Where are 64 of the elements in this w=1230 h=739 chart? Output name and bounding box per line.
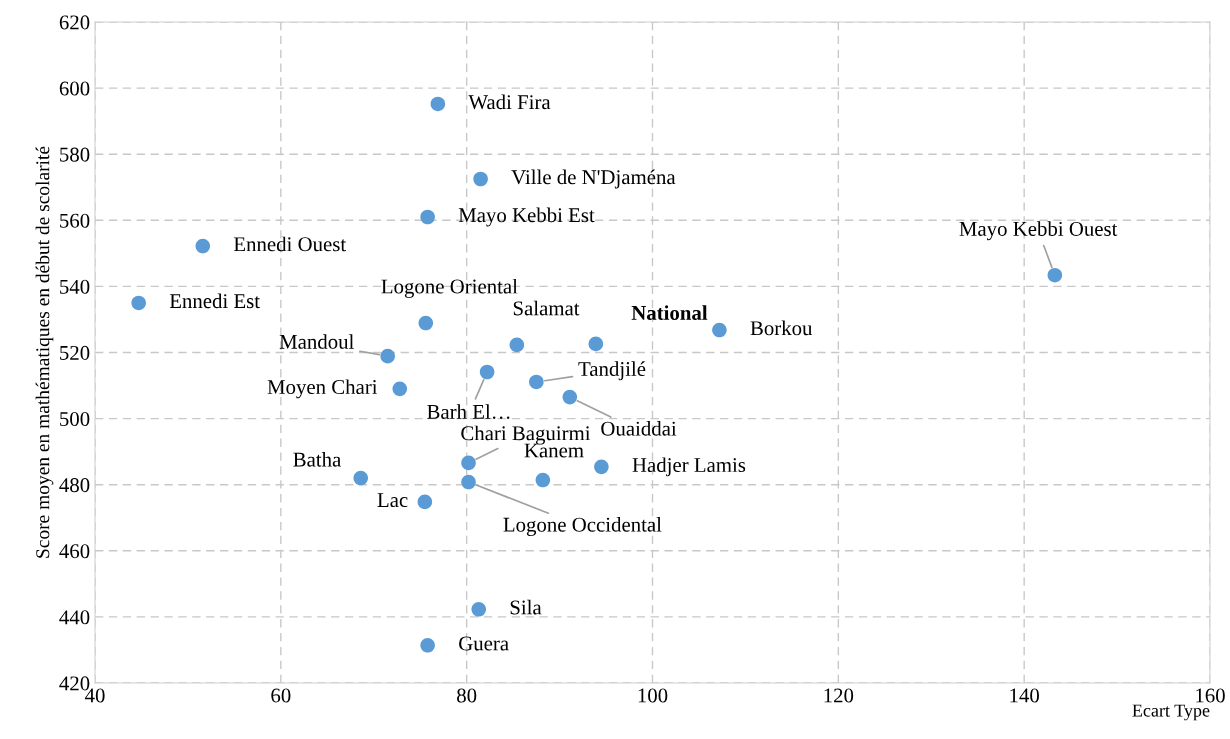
y-tick-label: 560	[60, 213, 90, 228]
x-tick-label: 80	[457, 688, 477, 703]
annotation: Ennedi Ouest	[233, 236, 347, 252]
annotation: Hadjer Lamis	[632, 457, 746, 477]
point	[529, 374, 544, 390]
x-tick-label: 160	[1196, 688, 1225, 703]
y-tick-label: 480	[59, 478, 90, 493]
point	[473, 171, 488, 187]
annotation: Barh El…	[427, 404, 510, 419]
annotation: Mayo Kebbi Est	[458, 207, 595, 227]
y-tick-label: 500	[60, 411, 90, 427]
annotation: Salamat	[513, 300, 580, 316]
point	[430, 96, 446, 112]
y-tick-label: 540	[60, 279, 90, 294]
annotation: Wadi Fira	[468, 94, 551, 110]
point	[420, 209, 435, 225]
y-tick-label: 520	[60, 345, 90, 360]
annotation: Batha	[293, 451, 342, 467]
x-tick-label: 120	[824, 688, 854, 703]
y-tick-label: 580	[60, 147, 90, 162]
point	[392, 381, 408, 397]
annotation: Tandjilé	[578, 361, 646, 381]
annotation: Kanem	[524, 443, 584, 458]
point	[1047, 267, 1063, 283]
x-tick-label: 100	[638, 688, 668, 703]
x-tick-label: 140	[1010, 688, 1039, 703]
y-tick-label: 620	[59, 15, 90, 30]
annotation: Moyen Chari	[267, 379, 378, 399]
point	[479, 364, 495, 380]
annotation: Mayo Kebbi Ouest	[959, 221, 1118, 241]
point	[588, 336, 604, 352]
x-axis-title: Ecart Type	[1132, 704, 1210, 721]
annotation: Sila	[510, 599, 542, 615]
point	[712, 322, 727, 338]
annotation: Borkou	[750, 320, 813, 336]
point	[380, 348, 395, 364]
annotation: Guera	[459, 636, 509, 651]
annotation: Logone Oriental	[381, 278, 518, 298]
annotation: Mandoul	[279, 334, 354, 349]
point	[509, 337, 525, 353]
annotation: Ouaiddai	[601, 421, 677, 436]
point	[195, 238, 211, 254]
x-tick-label: 60	[271, 688, 291, 703]
y-tick-label: 440	[59, 610, 90, 625]
annotation: Lac	[377, 493, 408, 508]
point	[461, 474, 476, 490]
annotation: National	[631, 305, 708, 320]
annotation: Ennedi Est	[169, 293, 260, 309]
point	[562, 389, 578, 405]
annotation: Chari Baguirmi	[461, 425, 591, 445]
point	[535, 472, 551, 488]
point	[594, 459, 609, 475]
annotation: Ville de N'Djaména	[511, 169, 676, 189]
y-axis-title: Score moyen en mathématiques en début de scolarité	[35, 146, 54, 558]
annotation: Logone Occidental	[503, 517, 662, 536]
point	[471, 602, 487, 617]
y-tick-label: 460	[59, 544, 90, 559]
point	[417, 494, 433, 510]
y-tick-label: 600	[59, 81, 90, 96]
point	[418, 315, 434, 331]
point	[461, 455, 476, 471]
point	[420, 638, 435, 653]
point	[131, 295, 146, 311]
point	[353, 470, 369, 486]
